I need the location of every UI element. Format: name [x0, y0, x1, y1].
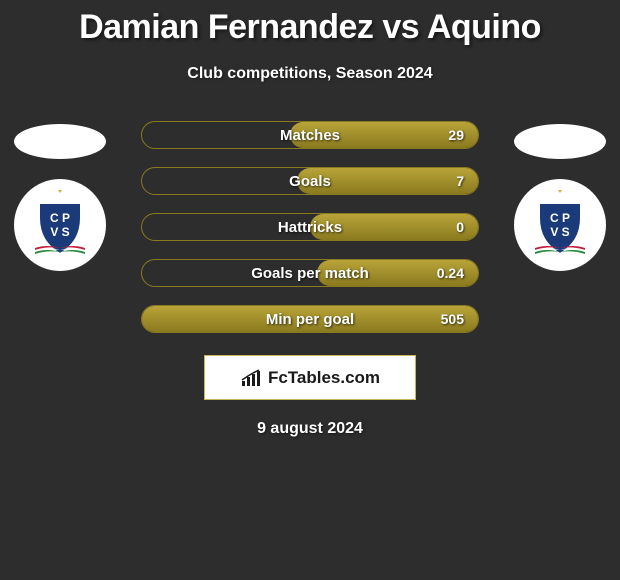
stat-row-min-per-goal: Min per goal 505 — [141, 305, 479, 333]
fctables-logo[interactable]: FcTables.com — [204, 355, 416, 400]
subtitle: Club competitions, Season 2024 — [0, 65, 620, 83]
shield-icon: C P V S — [529, 190, 591, 260]
stat-row-goals: Goals 7 — [141, 167, 479, 195]
club-badge-left: C P V S — [14, 179, 106, 271]
stat-row-goals-per-match: Goals per match 0.24 — [141, 259, 479, 287]
stat-value: 505 — [441, 311, 464, 327]
comparison-content: C P V S C P V S Matches — [0, 121, 620, 438]
stat-row-hattricks: Hattricks 0 — [141, 213, 479, 241]
stat-label: Goals — [142, 173, 478, 190]
stat-label: Goals per match — [142, 265, 478, 282]
stat-value: 29 — [448, 127, 464, 143]
shield-icon: C P V S — [29, 190, 91, 260]
stat-label: Min per goal — [142, 311, 478, 328]
stat-value: 0.24 — [437, 265, 464, 281]
stat-label: Hattricks — [142, 219, 478, 236]
svg-text:V S: V S — [550, 225, 569, 239]
stat-value: 0 — [456, 219, 464, 235]
svg-text:C P: C P — [50, 211, 70, 225]
stats-container: Matches 29 Goals 7 Hattricks 0 Goals per… — [141, 121, 479, 333]
date-label: 9 august 2024 — [0, 420, 620, 438]
chart-icon — [240, 369, 264, 387]
player-avatar-left — [14, 124, 106, 159]
club-badge-right: C P V S — [514, 179, 606, 271]
player-avatar-right — [514, 124, 606, 159]
svg-text:V S: V S — [50, 225, 69, 239]
stat-row-matches: Matches 29 — [141, 121, 479, 149]
stat-label: Matches — [142, 127, 478, 144]
svg-text:C P: C P — [550, 211, 570, 225]
stat-value: 7 — [456, 173, 464, 189]
logo-text: FcTables.com — [268, 368, 380, 388]
comparison-title: Damian Fernandez vs Aquino — [0, 8, 620, 47]
